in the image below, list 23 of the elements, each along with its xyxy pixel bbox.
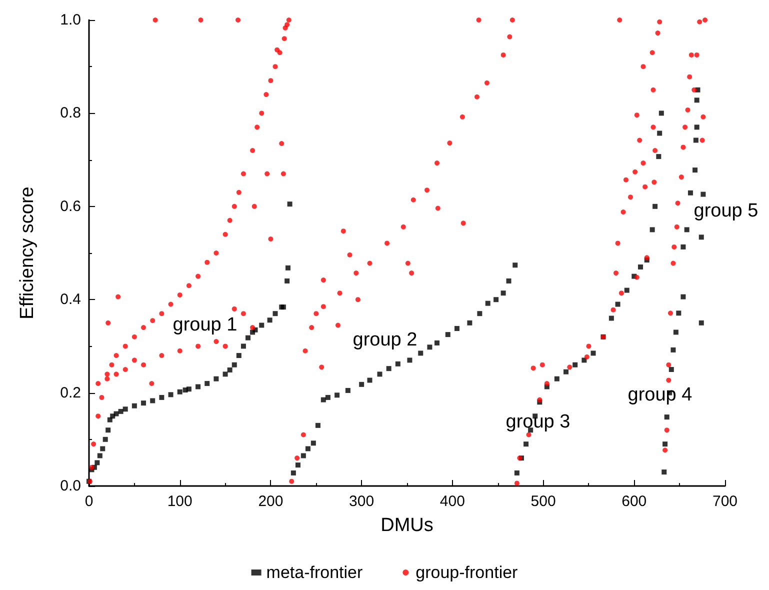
x-tick-label: 200 [258,493,284,510]
x-tick-label: 100 [167,493,192,510]
y-tick-label: 0.0 [60,478,81,494]
y-axis-title: Efficiency score [17,186,38,320]
y-tick-label: 1.0 [60,12,81,28]
y-tick-label: 0.4 [60,291,81,308]
x-tick-label: 500 [530,493,556,510]
y-tick-label: 0.2 [60,384,81,402]
x-tick-label: 300 [349,493,374,510]
x-tick-label: 700 [712,493,738,510]
x-tick-label: 600 [622,493,647,510]
legend-label: meta-frontier [266,563,363,582]
x-tick-label: 400 [440,493,465,510]
annotation: group 2 [352,330,418,350]
annotation: group 3 [506,412,570,432]
x-tick-label: 0 [84,493,94,510]
x-axis-title: DMUs [380,515,434,536]
y-tick-label: 0.8 [60,104,81,122]
annotation: group 4 [628,384,693,406]
annotation: group 1 [172,314,238,336]
legend-label: group-frontier [416,563,518,582]
annotation: group 5 [694,200,758,222]
y-tick-label: 0.6 [60,198,81,215]
